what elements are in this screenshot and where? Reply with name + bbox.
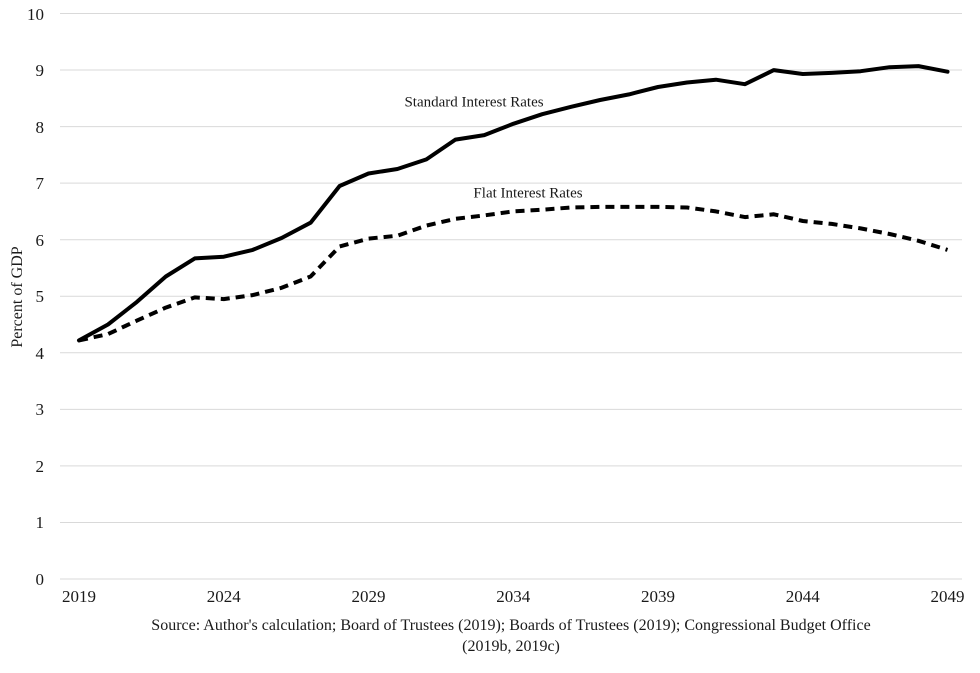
y-tick-label-0: 0 — [35, 570, 45, 589]
series-line-flat-interest-rates — [78, 204, 949, 343]
source-note: Source: Author's calculation; Board of T… — [60, 615, 962, 657]
y-tick-label-3: 3 — [35, 400, 45, 420]
series-label-flat-interest-rates: Flat Interest Rates — [473, 185, 583, 202]
x-tick-label-2039: 2039 — [641, 587, 675, 606]
y-tick-label-5: 5 — [35, 287, 45, 307]
x-tick-label-2049: 2049 — [930, 587, 965, 606]
series-line-standard-interest-rates — [77, 64, 950, 343]
series-label-standard-interest-rates: Standard Interest Rates — [404, 94, 544, 111]
x-tick-label-2034: 2034 — [496, 587, 531, 606]
x-tick-label-2019: 2019 — [62, 587, 96, 606]
x-tick-label-2029: 2029 — [351, 587, 386, 606]
y-tick-label-4: 4 — [35, 343, 45, 363]
y-tick-label-7: 7 — [35, 174, 45, 194]
series-lines — [77, 64, 950, 343]
x-tick-label-2044: 2044 — [785, 587, 820, 606]
y-tick-label-6: 6 — [35, 230, 45, 250]
y-tick-label-10: 10 — [27, 4, 44, 24]
x-tick-label-2024: 2024 — [206, 587, 241, 606]
y-tick-label-9: 9 — [35, 61, 45, 81]
source-note-line2: (2019b, 2019c) — [462, 638, 560, 655]
y-tick-label-2: 2 — [35, 456, 45, 476]
y-tick-label-1: 1 — [35, 513, 45, 533]
y-tick-label-8: 8 — [35, 117, 45, 137]
source-note-line1: Source: Author's calculation; Board of T… — [151, 617, 871, 634]
